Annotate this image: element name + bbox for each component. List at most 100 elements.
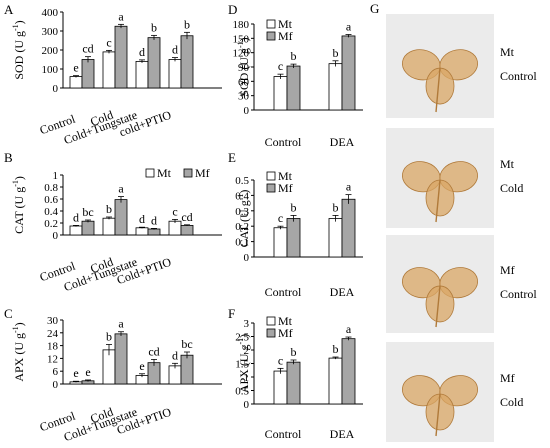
- bar-mf: [114, 333, 128, 385]
- photo-label-treatment: Control: [500, 69, 537, 83]
- significance-letter: c: [278, 353, 283, 367]
- legend-swatch-mf: [266, 328, 276, 338]
- y-tick-label: 0.2: [44, 218, 58, 230]
- bar-mf: [341, 35, 356, 111]
- bar-mf: [81, 220, 95, 236]
- y-axis-label: CAT (U g-1): [236, 190, 251, 248]
- bar-mt: [273, 76, 288, 111]
- y-tick-label: 1: [53, 170, 59, 182]
- legend-label-mt: Mt: [278, 17, 293, 31]
- significance-letter: b: [151, 20, 157, 34]
- leaf-photo: [386, 235, 494, 333]
- y-tick-label: 1.5: [235, 359, 249, 371]
- y-tick-label: 100: [42, 64, 59, 76]
- bar-mt: [69, 76, 83, 89]
- y-tick-label: 200: [42, 45, 59, 57]
- bar-mf: [341, 338, 356, 405]
- y-tick-label: 2: [244, 345, 250, 357]
- significance-letter: a: [118, 9, 124, 23]
- bar-mf: [114, 25, 128, 89]
- bar-mt: [328, 357, 343, 405]
- legend-swatch-mt: [145, 168, 155, 178]
- x-category-label: DEA: [330, 285, 355, 299]
- photo-label-genotype: Mf: [500, 371, 515, 385]
- significance-letter: d: [172, 348, 178, 362]
- photo-label-genotype: Mt: [500, 157, 515, 171]
- y-tick-label: 1: [244, 372, 250, 384]
- y-tick-label: 180: [233, 19, 250, 31]
- legend-label-mf: Mf: [278, 181, 293, 195]
- y-tick-label: 0: [53, 379, 59, 391]
- significance-letter: b: [184, 17, 190, 31]
- significance-letter: b: [291, 200, 297, 214]
- y-axis-label: SOD (U g-1): [236, 37, 251, 96]
- y-tick-label: 0: [244, 105, 250, 117]
- y-tick-label: 0: [53, 83, 59, 95]
- significance-letter: a: [346, 180, 352, 194]
- y-tick-label: 6: [53, 366, 59, 378]
- x-category-label: Control: [265, 285, 302, 299]
- legend-label-mt: Mt: [157, 166, 172, 180]
- photo-label-genotype: Mt: [500, 45, 515, 59]
- legend-label-mf: Mf: [278, 326, 293, 340]
- bar-mf: [286, 65, 301, 111]
- significance-letter: d: [172, 43, 178, 57]
- y-tick-label: 0.6: [44, 194, 58, 206]
- bar-mt: [328, 63, 343, 111]
- significance-letter: c: [106, 35, 111, 49]
- significance-letter: b: [333, 200, 339, 214]
- legend-swatch-mt: [266, 316, 276, 326]
- y-tick-label: 0.4: [44, 206, 58, 218]
- bar-mf: [286, 218, 301, 258]
- significance-letter: e: [73, 366, 78, 380]
- panel-label-b: B: [4, 150, 13, 165]
- photo-label-genotype: Mf: [500, 263, 515, 277]
- x-category-label: DEA: [330, 135, 355, 149]
- panel-label-g: G: [370, 1, 380, 16]
- bar-mf: [180, 354, 194, 385]
- y-tick-label: 12: [47, 353, 58, 365]
- y-tick-label: 0: [53, 230, 59, 242]
- y-tick-label: 0.4: [235, 190, 249, 202]
- y-tick-label: 0.8: [44, 182, 58, 194]
- y-axis-label: SOD (U g-1): [11, 20, 26, 79]
- bar-mt: [69, 225, 83, 236]
- photo-label-treatment: Control: [500, 287, 537, 301]
- y-axis-label: APX (U g-1): [236, 334, 251, 393]
- photo-label-treatment: Cold: [500, 181, 524, 195]
- significance-letter: b: [106, 202, 112, 216]
- bar-mt: [168, 59, 182, 89]
- bar-mf: [180, 35, 194, 89]
- y-tick-label: 24: [47, 328, 59, 340]
- y-tick-label: 0.1: [235, 237, 249, 249]
- significance-letter: b: [333, 342, 339, 356]
- y-tick-label: 300: [42, 26, 59, 38]
- legend-swatch-mt: [266, 19, 276, 29]
- panel-label-f: F: [228, 306, 235, 321]
- significance-letter: cd: [148, 344, 159, 358]
- significance-letter: bc: [181, 337, 192, 351]
- significance-letter: cd: [82, 42, 93, 56]
- legend-swatch-mt: [266, 171, 276, 181]
- y-tick-label: 120: [233, 48, 250, 60]
- significance-letter: a: [346, 20, 352, 34]
- legend-swatch-mf: [266, 31, 276, 41]
- x-category-label: Control: [265, 135, 302, 149]
- significance-letter: b: [291, 49, 297, 63]
- legend-label-mf: Mf: [278, 29, 293, 43]
- y-tick-label: 3: [244, 318, 250, 330]
- bar-mf: [286, 361, 301, 405]
- bar-mf: [147, 228, 161, 236]
- y-tick-label: 0: [244, 399, 250, 411]
- legend-label-mt: Mt: [278, 169, 293, 183]
- significance-letter: e: [139, 359, 144, 373]
- y-tick-label: 90: [238, 62, 250, 74]
- y-tick-label: 2.5: [235, 332, 249, 344]
- y-tick-label: 60: [238, 76, 250, 88]
- bar-mf: [180, 224, 194, 236]
- legend-label-mf: Mf: [195, 166, 210, 180]
